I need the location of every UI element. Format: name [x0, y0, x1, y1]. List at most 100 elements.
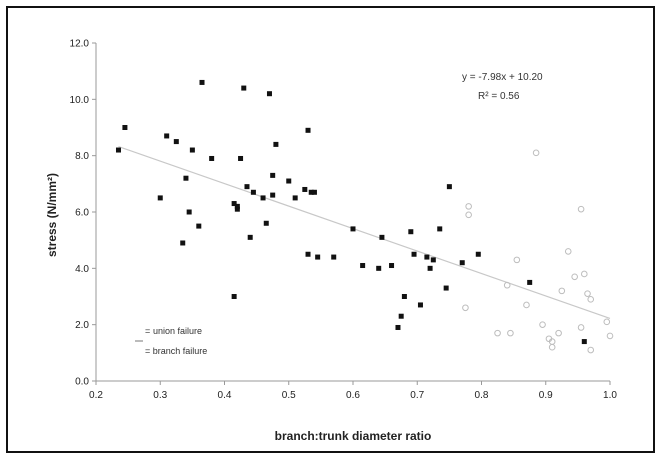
union-failure-point [462, 304, 469, 312]
branch-failure-point [302, 186, 308, 192]
union-failure-point [465, 203, 472, 210]
branch-failure-point [157, 195, 163, 201]
x-tick-label: 0.6 [346, 390, 360, 401]
branch-failure-point [241, 85, 247, 91]
branch-failure-point [379, 234, 385, 240]
branch-failure-point [459, 260, 465, 266]
branch-failure-point [411, 251, 417, 257]
branch-failure-point [398, 313, 404, 319]
branch-failure-point [360, 263, 366, 269]
y-tick-label: 4.0 [75, 264, 89, 275]
trendline [118, 145, 611, 320]
legend-label-branch: = branch failure [145, 346, 207, 356]
union-failure-point [523, 301, 530, 309]
union-failure-point [513, 256, 521, 264]
branch-failure-point [395, 324, 401, 330]
y-tick-label: 10.0 [70, 95, 90, 106]
union-failure-point [555, 329, 562, 337]
union-failure-point [465, 211, 472, 219]
union-failure-point [548, 338, 556, 345]
branch-failure-point [199, 79, 205, 85]
x-tick-label: 0.4 [218, 390, 232, 401]
branch-failure-point [350, 226, 356, 232]
branch-failure-point [189, 147, 195, 153]
union-failure-point [606, 332, 614, 340]
x-tick-label: 0.5 [282, 390, 296, 401]
branch-failure-point [376, 265, 382, 271]
branch-failure-point [581, 339, 587, 345]
legend: union failure = branch failure = [135, 326, 207, 356]
union-failure-point [548, 343, 556, 351]
y-tick-label: 0.0 [75, 377, 89, 388]
branch-failure-point [446, 184, 452, 190]
union-failure-point [577, 324, 585, 331]
branch-failure-point [427, 265, 433, 271]
union-failure-point [503, 281, 511, 289]
branch-failure-point [238, 155, 244, 161]
branch-failure-point [286, 178, 292, 184]
branch-failure-point [417, 302, 423, 308]
branch-failure-point [260, 195, 266, 201]
r-squared: R² = 0.56 [478, 91, 520, 102]
union-failure-point [571, 273, 578, 281]
branch-failure-point [270, 192, 276, 198]
branch-failure-point [244, 184, 250, 190]
axes: 0.2 0.3 0.4 0.5 0.6 0.7 0.8 0.9 1.0 0.0 2.0 4.0 6.0 8… [70, 39, 618, 402]
branch-failure-point [389, 263, 395, 269]
chart-frame [6, 6, 655, 453]
branch-failure-point [443, 285, 449, 291]
y-axis-label: stress (N/mm²) [45, 173, 59, 257]
branch-failure-point [115, 147, 121, 153]
branch-failure-point [475, 251, 481, 257]
branch-failure-point [527, 279, 533, 285]
branch-failure-point [305, 127, 311, 133]
branch-failure-point [273, 141, 279, 147]
union-failure-point [507, 329, 514, 337]
branch-failure-point [196, 223, 202, 229]
branch-failure-point [231, 294, 237, 299]
branch-failure-point [315, 254, 321, 260]
branch-failure-point [122, 125, 128, 130]
union-failure-point [587, 346, 595, 354]
branch-failure-point [401, 294, 407, 299]
x-tick-label: 0.7 [410, 390, 424, 401]
branch-failure-point [234, 206, 240, 212]
union-failure-point [494, 329, 501, 337]
x-axis-label: branch:trunk diameter ratio [275, 429, 432, 443]
regression-equation: y = -7.98x + 10.20 [462, 72, 543, 83]
branch-failure-point [173, 139, 179, 145]
branch-failure-point [331, 254, 337, 260]
x-tick-label: 0.3 [153, 390, 167, 401]
branch-failure-point [408, 229, 414, 235]
y-tick-label: 8.0 [75, 151, 89, 162]
union-failure-point [603, 318, 611, 326]
branch-failure-point [263, 220, 269, 226]
union-failure-point [584, 290, 591, 297]
union-failure-point [532, 149, 540, 157]
branch-failure-point [164, 133, 170, 139]
branch-failure-point [437, 226, 443, 232]
branch-failure-point [247, 234, 253, 240]
y-tick-label: 6.0 [75, 208, 89, 219]
union-failure-point [581, 270, 588, 278]
branch-failure-point [305, 251, 311, 257]
union-failure-point [577, 205, 585, 213]
points-layer [115, 79, 614, 354]
branch-failure-point [266, 91, 272, 97]
branch-failure-point [234, 203, 240, 209]
branch-failure-point [311, 189, 317, 195]
x-tick-label: 0.8 [475, 390, 489, 401]
branch-failure-point [186, 209, 192, 215]
branch-failure-point [209, 155, 215, 161]
y-tick-label: 12.0 [70, 39, 90, 50]
branch-failure-point [424, 254, 430, 260]
union-failure-point [564, 248, 572, 255]
x-tick-label: 0.9 [539, 390, 553, 401]
legend-label-union: union failure [153, 326, 202, 336]
branch-failure-point [270, 172, 276, 178]
union-failure-point [587, 296, 595, 303]
branch-failure-point [430, 257, 436, 263]
legend-eq-union: = [145, 326, 150, 336]
y-tick-label: 2.0 [75, 320, 89, 331]
